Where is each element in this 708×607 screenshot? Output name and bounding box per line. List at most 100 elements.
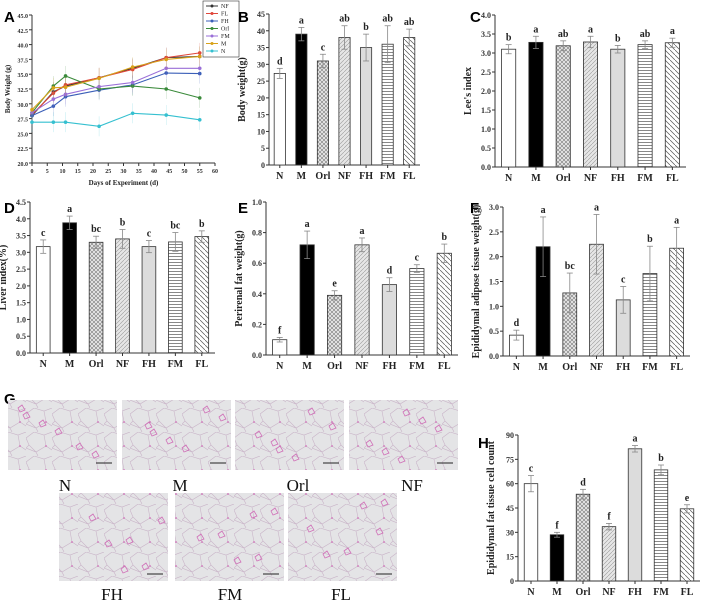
significance-label: b [442,232,448,243]
y-tick-label: 0.6 [252,259,262,268]
legend-marker [210,27,214,30]
data-point [197,117,202,122]
x-tick-label: NF [602,587,615,598]
bar-n [35,246,51,354]
x-tick-label: M [297,171,307,182]
x-tick-label: FL [670,362,683,373]
panel-label: B [238,9,249,26]
significance-label: a [670,26,675,37]
panel-f: F 0.0 0.5 1.0 1.5 2.0 2.5 3.0 Epididymal adipose… [470,200,690,373]
data-point [97,84,101,89]
stained-tissue [22,411,31,420]
significance-label: c [621,274,626,285]
panel-label: F [470,200,479,217]
y-tick-label: 1.0 [252,198,262,207]
x-tick-label: N [276,171,284,182]
x-tick-label: N [40,359,48,370]
y-tick-label: 30 [506,528,514,537]
y-tick-label: 1.0 [481,125,491,134]
stained-tissue [125,536,134,545]
significance-label: f [278,325,282,336]
legend-label: FL [221,12,228,18]
data-point [197,66,202,71]
significance-label: f [555,520,559,531]
series-line-fh [31,72,200,117]
panel-label: E [238,200,248,217]
x-tick-label: M [65,359,75,370]
bar-fh [627,448,643,582]
y-tick-label: 45.0 [18,14,29,20]
significance-label: ab [558,29,569,40]
data-point [51,86,56,90]
bar-nf [354,244,370,356]
y-tick-label: 45 [257,10,265,19]
legend-marker [210,34,214,38]
stained-tissue [217,530,226,539]
legend-marker [210,49,214,53]
significance-label: a [360,226,365,237]
significance-label: c [415,253,420,264]
micrograph-label: NF [401,476,423,495]
stained-tissue [91,450,100,459]
y-axis-label: Epididymal fat tissue cell count [486,440,497,575]
y-tick-label: 0 [261,161,265,170]
y-tick-label: 5 [261,144,265,153]
bar-nf [583,41,598,168]
y-axis-label: Body weight(g) [237,57,248,122]
bar-orl [327,294,343,356]
bar-n [523,483,539,582]
y-tick-label: 1.5 [16,299,26,308]
series-line-n [32,112,200,127]
x-tick-label: 45 [166,169,172,175]
panel-label: G [4,391,16,408]
significance-label: a [633,434,638,445]
y-tick-label: 25.0 [18,132,29,138]
x-tick-label: 30 [121,169,127,175]
data-point [130,65,135,69]
data-point [51,120,56,124]
significance-label: d [514,318,520,329]
stained-tissue [38,419,47,428]
data-point [164,71,168,75]
legend-marker [210,4,214,8]
significance-label: bc [170,221,181,232]
significance-label: a [594,202,599,213]
x-tick-label: 25 [105,169,111,175]
y-tick-label: 2.5 [489,228,499,237]
y-tick-label: 0.0 [489,352,499,361]
y-tick-label: 15 [257,111,265,120]
y-tick-label: 4.5 [16,198,26,207]
legend-marker [210,12,214,15]
panel-b: B 0 5 10 15 20 25 30 35 40 45 Body weight(g) d Na Mc Or… [237,9,420,182]
y-tick-label: 37.5 [18,58,29,64]
stained-tissue [434,424,443,433]
bar-fl [403,37,416,166]
significance-label: a [67,204,72,215]
x-tick-label: M [538,362,548,373]
data-point [197,71,202,76]
data-point [30,107,34,112]
x-tick-label: Orl [562,362,577,373]
data-point [63,120,68,124]
significance-label: d [580,477,586,488]
significance-label: ab [382,14,393,25]
significance-label: bc [91,224,102,235]
significance-label: ab [404,17,415,28]
y-tick-label: 2.0 [489,253,499,262]
y-tick-label: 0.5 [489,327,499,336]
stained-tissue [380,498,389,507]
data-point [130,80,135,85]
x-tick-label: FM [409,361,425,372]
stained-tissue [141,562,150,571]
micrograph-image [122,400,231,470]
y-tick-label: 10 [257,127,265,136]
stained-tissue [54,427,63,436]
y-tick-label: 0.5 [16,332,26,341]
bar-fl [679,508,695,582]
micrograph-image [235,400,344,470]
stained-tissue [196,533,205,542]
bar-orl [575,493,591,582]
data-point [30,120,34,124]
x-tick-label: FM [642,362,658,373]
